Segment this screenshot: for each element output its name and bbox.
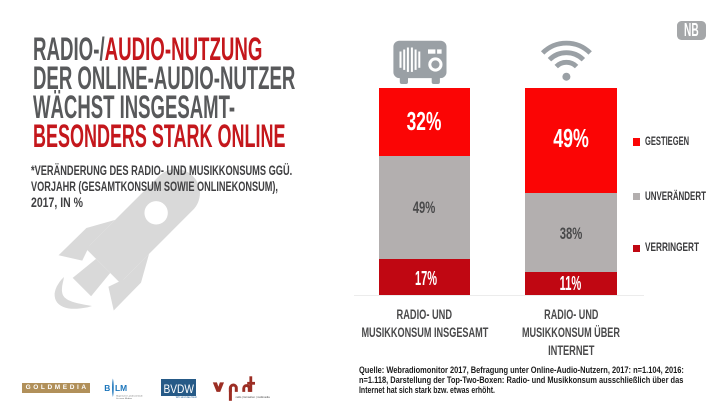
svg-text:LM: LM: [115, 383, 127, 393]
svg-text:radio | fernsehen | multimedia: radio | fernsehen | multimedia: [236, 395, 271, 399]
svg-text:Bayerische Landeszentrale: Bayerische Landeszentrale: [116, 394, 143, 397]
svg-text:für neue Medien: für neue Medien: [116, 397, 133, 400]
svg-text:B: B: [104, 383, 110, 393]
